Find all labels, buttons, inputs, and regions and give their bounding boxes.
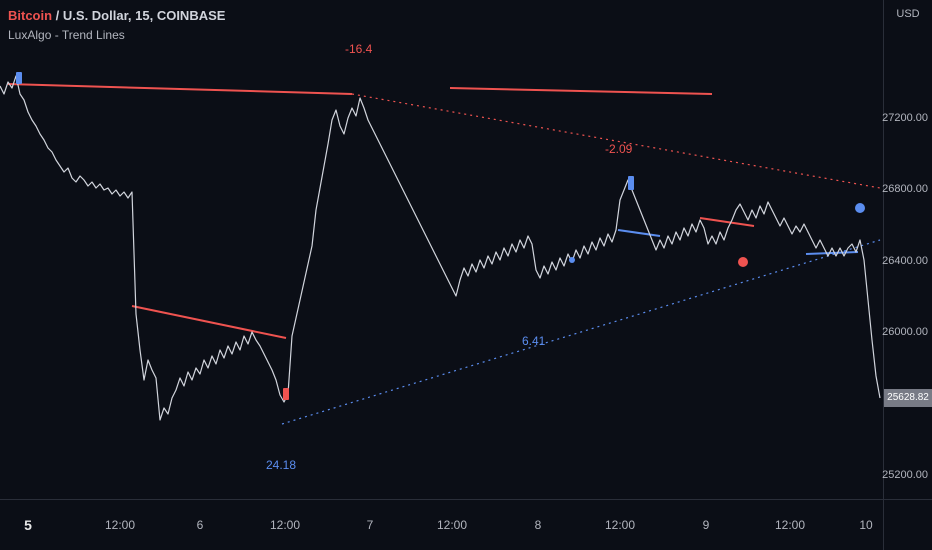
x-axis-tick-label: 8 bbox=[535, 500, 542, 550]
trend-annotation: 6.41 bbox=[522, 334, 545, 348]
y-axis-tick-label: 26800.00 bbox=[882, 183, 928, 195]
trend-annotation: -16.4 bbox=[345, 42, 372, 56]
y-axis[interactable]: USD 27200.00 26800.00 26400.00 26000.00 2520… bbox=[883, 0, 932, 500]
x-axis-tick-label: 12:00 bbox=[775, 500, 805, 550]
x-axis-tick-label: 5 bbox=[24, 500, 32, 550]
y-axis-tick-label: 27200.00 bbox=[882, 112, 928, 124]
axis-corner bbox=[883, 499, 932, 550]
x-axis-tick-label: 12:00 bbox=[105, 500, 135, 550]
x-axis-tick-label: 9 bbox=[703, 500, 710, 550]
x-axis-tick-label: 12:00 bbox=[605, 500, 635, 550]
symbol-name: Bitcoin bbox=[8, 8, 52, 23]
current-price-box: 25628.82 bbox=[884, 389, 932, 407]
y-axis-tick-label: 26000.00 bbox=[882, 326, 928, 338]
y-axis-currency: USD bbox=[884, 0, 932, 20]
y-axis-tick-label: 25200.00 bbox=[882, 469, 928, 481]
symbol-title: Bitcoin / U.S. Dollar, 15, COINBASE bbox=[8, 8, 225, 23]
symbol-details: / U.S. Dollar, 15, COINBASE bbox=[52, 8, 225, 23]
chart-area[interactable]: Bitcoin / U.S. Dollar, 15, COINBASE LuxA… bbox=[0, 0, 884, 500]
price-chart-svg bbox=[0, 0, 884, 500]
trend-annotation: 24.18 bbox=[266, 458, 296, 472]
trend-annotation: -2.09 bbox=[605, 142, 632, 156]
indicator-name: LuxAlgo - Trend Lines bbox=[8, 28, 125, 42]
x-axis-tick-label: 6 bbox=[197, 500, 204, 550]
x-axis-tick-label: 10 bbox=[859, 500, 872, 550]
y-axis-tick-label: 26400.00 bbox=[882, 255, 928, 267]
x-axis-tick-label: 12:00 bbox=[437, 500, 467, 550]
x-axis-tick-label: 12:00 bbox=[270, 500, 300, 550]
x-axis-tick-label: 7 bbox=[367, 500, 374, 550]
x-axis[interactable]: 5 12:00 6 12:00 7 12:00 8 12:00 9 12:00 10 bbox=[0, 499, 884, 550]
